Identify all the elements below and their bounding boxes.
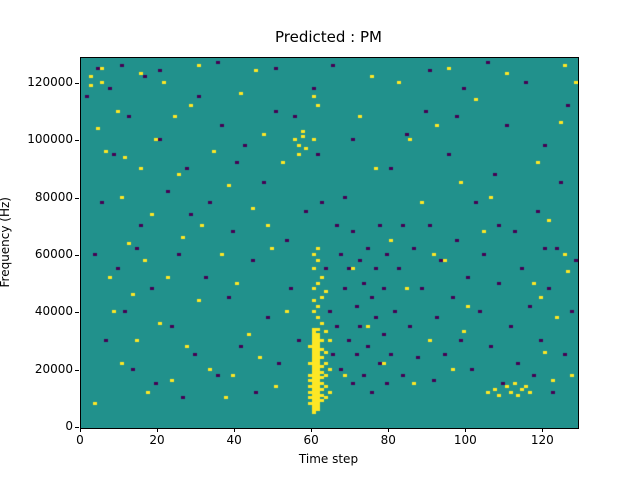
y-axis-label-wrap: Frequency (Hz) — [0, 57, 18, 427]
y-tick-label: 80000 — [34, 189, 73, 204]
y-tick-mark — [75, 140, 79, 142]
x-tick-mark — [80, 428, 81, 432]
x-tick-label: 40 — [226, 433, 242, 447]
plot-area — [80, 57, 579, 429]
x-tick-label: 120 — [530, 433, 554, 447]
heatmap-canvas — [81, 58, 578, 428]
y-tick-mark — [75, 369, 79, 371]
x-tick-mark — [542, 428, 544, 432]
x-tick-label: 20 — [149, 433, 165, 447]
y-tick-label: 100000 — [27, 132, 73, 147]
y-tick-label: 120000 — [27, 74, 73, 89]
y-tick-label: 40000 — [34, 304, 73, 319]
y-tick-mark — [75, 82, 79, 84]
plot-title: Predicted : PM — [275, 28, 382, 46]
y-axis-label: Frequency (Hz) — [0, 196, 12, 288]
x-tick-mark — [311, 428, 313, 432]
y-tick-mark — [75, 427, 79, 428]
x-tick-label: 60 — [303, 433, 319, 447]
y-tick-mark — [75, 254, 79, 256]
x-tick-label: 80 — [380, 433, 396, 447]
x-tick-mark — [388, 428, 390, 432]
x-tick-mark — [157, 428, 159, 432]
y-tick-mark — [75, 197, 79, 199]
x-tick-label: 100 — [453, 433, 477, 447]
y-tick-mark — [75, 312, 79, 314]
y-tick-label: 60000 — [34, 246, 73, 261]
y-tick-label: 20000 — [34, 361, 73, 376]
x-tick-mark — [465, 428, 467, 432]
x-tick-mark — [234, 428, 236, 432]
y-tick-label: 0 — [65, 419, 73, 433]
x-axis-label: Time step — [298, 452, 359, 466]
x-tick-label: 0 — [76, 433, 84, 447]
